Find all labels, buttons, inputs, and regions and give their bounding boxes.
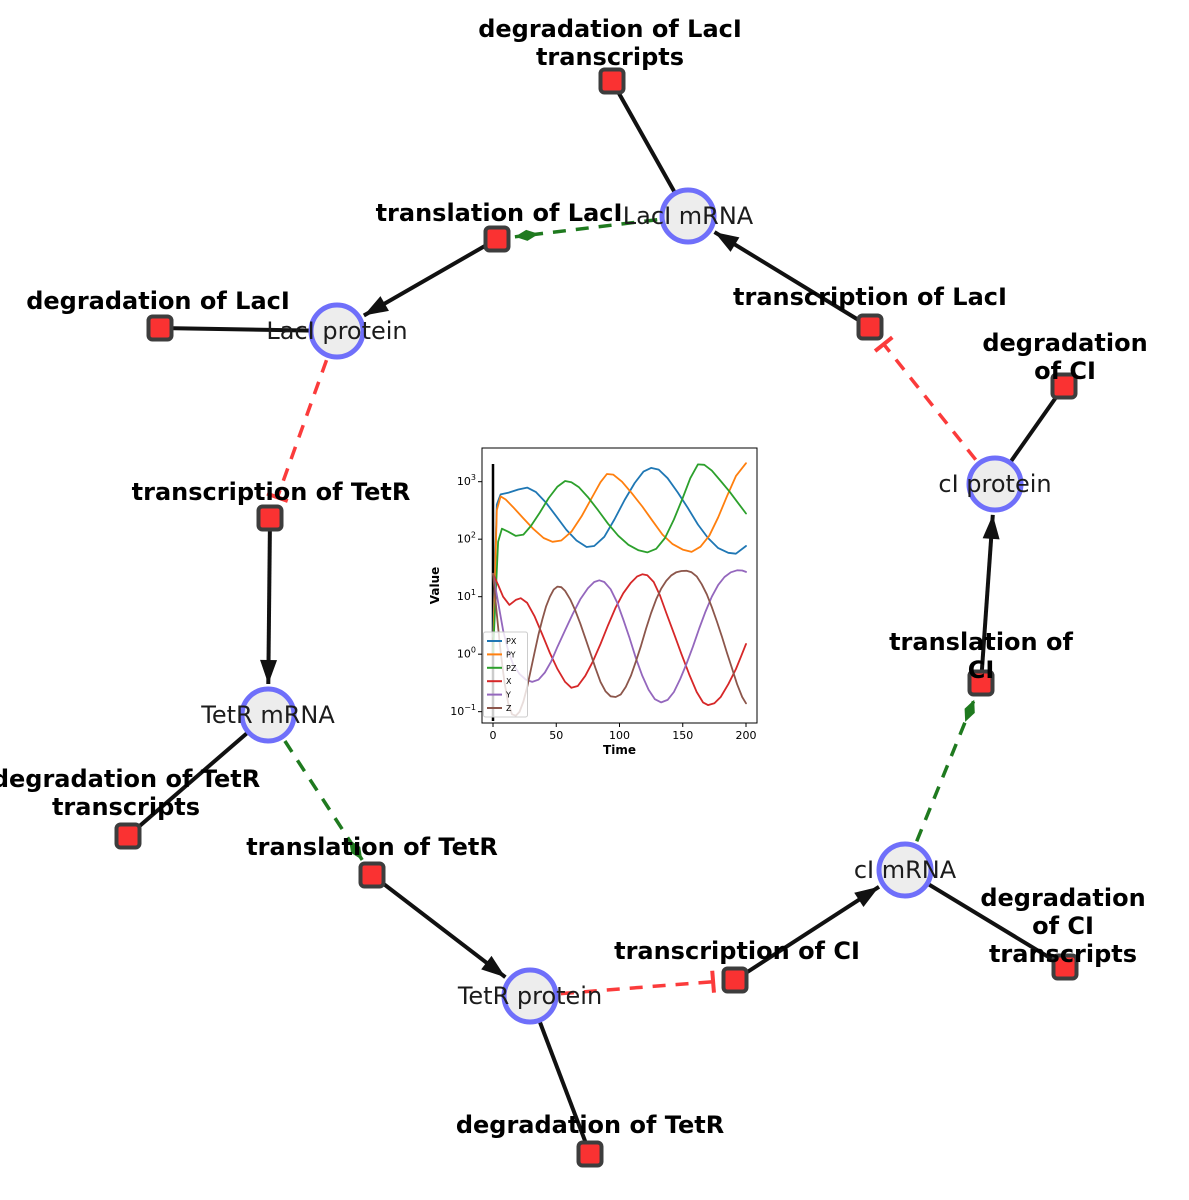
reaction-label-transcription-laci: transcription of LacI bbox=[733, 283, 1007, 311]
edge-translation-laci-to-laci-protein bbox=[362, 237, 498, 318]
modifier-arrowhead bbox=[349, 839, 363, 860]
reaction-label-degradation-tetr-transcripts: degradation of TetR transcripts bbox=[0, 765, 261, 821]
chart-background bbox=[425, 434, 770, 764]
x-tick-label: 50 bbox=[549, 729, 563, 742]
x-tick-label: 200 bbox=[735, 729, 756, 742]
inhibition-tee-head bbox=[873, 335, 894, 353]
production-arrowhead bbox=[714, 232, 740, 252]
reaction-label-transcription-ci: transcription of CI bbox=[614, 937, 860, 965]
reaction-node-transcription-laci[interactable] bbox=[856, 313, 884, 341]
reaction-node-degradation-laci-transcripts[interactable] bbox=[598, 67, 626, 95]
reaction-node-degradation-tetr-transcripts[interactable] bbox=[114, 822, 142, 850]
x-tick-label: 100 bbox=[609, 729, 630, 742]
species-label-tetr-mrna: TetR mRNA bbox=[201, 701, 335, 729]
species-label-tetr-protein: TetR protein bbox=[457, 982, 603, 1010]
legend-box bbox=[483, 631, 528, 718]
edge-translation-tetr-to-tetr-protein bbox=[370, 873, 507, 979]
production-arrowhead bbox=[481, 955, 506, 978]
inset-timeseries-chart: 0 50 100 150 200 103 102 101 100 10−1 Time Value PX P… bbox=[425, 434, 770, 764]
production-arrowhead bbox=[260, 659, 278, 684]
species-node-ci-mrna[interactable] bbox=[876, 841, 934, 899]
species-node-ci-protein[interactable] bbox=[966, 455, 1024, 513]
reaction-label-translation-tetr: translation of TetR bbox=[246, 833, 498, 861]
reaction-label-degradation-laci: degradation of LacI bbox=[26, 287, 290, 315]
species-label-laci-mrna: LacI mRNA bbox=[622, 202, 754, 230]
chart-series-X bbox=[492, 572, 747, 707]
reaction-node-degradation-tetr[interactable] bbox=[576, 1140, 604, 1168]
chart-series-Y bbox=[492, 569, 747, 704]
reaction-label-degradation-ci: degradation of CI bbox=[982, 329, 1148, 385]
reaction-node-translation-ci[interactable] bbox=[967, 669, 995, 697]
inhibition-tee-head bbox=[710, 970, 716, 993]
chart-legend: PX PY PZ XYZ bbox=[483, 631, 528, 718]
timeseries-chart-svg: 0 50 100 150 20010310210110010−1TimeValuePXP… bbox=[425, 434, 770, 764]
species-node-laci-mrna[interactable] bbox=[659, 187, 717, 245]
reaction-label-translation-ci: translation of CI bbox=[889, 628, 1073, 684]
edge-tetr-mrna-to-degradation-transcripts bbox=[126, 713, 270, 838]
reaction-node-degradation-ci-transcripts[interactable] bbox=[1051, 953, 1079, 981]
production-arrowhead bbox=[363, 296, 389, 316]
legend-label-PY: PY bbox=[506, 650, 516, 659]
edge-laci-protein-to-degradation bbox=[159, 326, 338, 333]
species-node-tetr-mrna[interactable] bbox=[239, 686, 297, 744]
inhibition-tee-head bbox=[266, 491, 289, 503]
chart-series-PZ bbox=[492, 463, 747, 656]
chart-series-PY bbox=[492, 462, 747, 656]
chart-plot-area bbox=[491, 462, 747, 721]
edge-transcription-ci-to-ci-mrna bbox=[733, 885, 881, 982]
reaction-label-degradation-ci-transcripts: degradation of CI transcripts bbox=[980, 884, 1146, 968]
reaction-node-translation-tetr[interactable] bbox=[358, 861, 386, 889]
edge-ci-protein-inhibits-transcription-laci bbox=[882, 343, 978, 461]
reaction-node-transcription-tetr[interactable] bbox=[256, 504, 284, 532]
production-arrowhead bbox=[982, 514, 1000, 540]
modifier-arrowhead bbox=[514, 229, 539, 241]
reaction-label-degradation-tetr: degradation of TetR bbox=[455, 1111, 725, 1139]
species-node-laci-protein[interactable] bbox=[308, 302, 366, 360]
reaction-node-degradation-ci[interactable] bbox=[1050, 372, 1078, 400]
edge-laci-protein-inhibits-transcription-tetr bbox=[275, 359, 329, 498]
legend-label-PZ: PZ bbox=[506, 664, 517, 673]
edge-transcription-tetr-to-tetr-mrna bbox=[266, 517, 272, 685]
reaction-label-degradation-laci-transcripts: degradation of LacI transcripts bbox=[478, 15, 742, 71]
legend-label-Z: Z bbox=[506, 704, 512, 713]
reaction-node-degradation-laci[interactable] bbox=[146, 314, 174, 342]
reaction-node-translation-laci[interactable] bbox=[483, 225, 511, 253]
reaction-label-translation-laci: translation of LacI bbox=[375, 199, 623, 227]
edge-ci-mrna-modifies-translation bbox=[915, 699, 976, 842]
y-axis-label: Value bbox=[428, 567, 442, 605]
legend-label-PX: PX bbox=[506, 637, 517, 646]
reaction-node-transcription-ci[interactable] bbox=[721, 966, 749, 994]
production-arrowhead bbox=[854, 886, 879, 907]
x-tick-label: 150 bbox=[672, 729, 693, 742]
x-axis-label: Time bbox=[603, 743, 636, 757]
edge-ci-mrna-to-degradation-transcripts bbox=[903, 868, 1067, 969]
reaction-label-transcription-tetr: transcription of TetR bbox=[131, 478, 411, 506]
species-label-ci-protein: cI protein bbox=[938, 470, 1052, 498]
chart-series-PX bbox=[492, 467, 747, 638]
species-label-ci-mrna: cI mRNA bbox=[853, 856, 957, 884]
species-label-laci-protein: LacI protein bbox=[266, 317, 408, 345]
edge-tetr-protein-inhibits-transcription-ci bbox=[560, 979, 714, 996]
legend-label-X: X bbox=[506, 677, 512, 686]
edge-transcription-laci-to-laci-mrna bbox=[713, 230, 872, 329]
species-node-tetr-protein[interactable] bbox=[501, 967, 559, 1025]
modifier-arrowhead bbox=[964, 699, 975, 722]
edge-translation-ci-to-ci-protein bbox=[979, 514, 995, 684]
x-tick-label: 0 bbox=[490, 729, 497, 742]
legend-label-Y: Y bbox=[505, 691, 511, 700]
